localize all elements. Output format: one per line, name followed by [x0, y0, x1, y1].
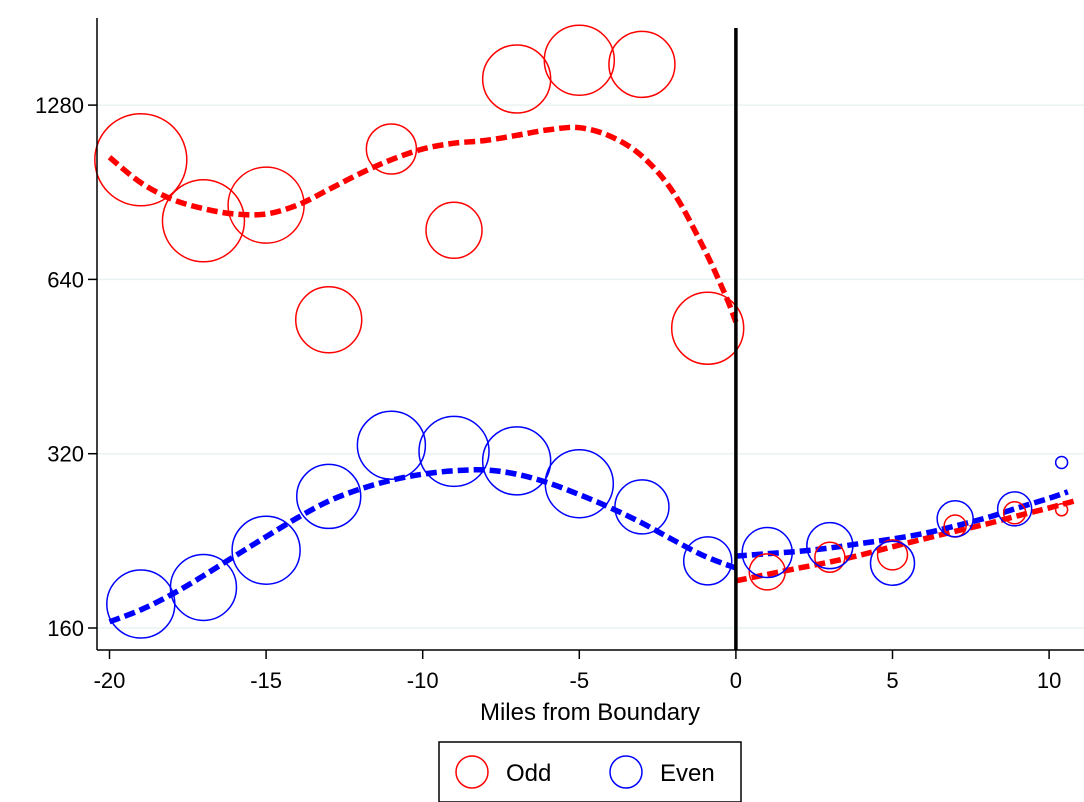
legend-odd-marker	[455, 755, 489, 789]
legend-box	[438, 741, 742, 802]
y-tick-label: 640	[47, 267, 84, 292]
odd-point	[608, 30, 676, 99]
even-points	[106, 410, 1069, 639]
legend-even-marker	[609, 755, 643, 789]
even-fit-curves	[108, 466, 1069, 625]
odd-point	[814, 541, 846, 573]
x-tick-label: 5	[886, 668, 898, 693]
x-tick-label: 10	[1037, 668, 1061, 693]
y-tick-label: 320	[47, 442, 84, 467]
odd-point	[227, 166, 305, 244]
legend-odd-label: Odd	[506, 760, 551, 787]
odd-point	[365, 123, 418, 175]
even-point	[936, 500, 974, 538]
even-point	[1054, 455, 1069, 470]
y-tick-label: 1280	[35, 93, 84, 118]
odd-point	[1002, 501, 1027, 525]
odd-point	[748, 553, 786, 591]
x-tick-label: 0	[730, 668, 742, 693]
odd-point	[876, 539, 909, 571]
even-fit-left	[108, 466, 737, 625]
odd-point	[161, 179, 246, 263]
even-point	[682, 536, 733, 586]
x-tick-label: -10	[407, 668, 439, 693]
odd-fit-left	[107, 124, 739, 324]
even-point	[418, 415, 490, 488]
x-tick-label: -20	[94, 668, 126, 693]
odd-point	[94, 112, 188, 207]
x-axis-title: Miles from Boundary	[480, 699, 700, 726]
odd-point	[1054, 503, 1069, 517]
odd-point	[670, 291, 745, 366]
even-point	[996, 491, 1033, 527]
odd-point	[294, 286, 363, 354]
legend-even-label: Even	[660, 760, 715, 787]
legend: Odd Even	[438, 741, 742, 802]
x-tick-label: -15	[250, 668, 282, 693]
odd-point	[425, 201, 483, 260]
x-tick-label: -5	[570, 668, 590, 693]
even-point	[356, 410, 427, 480]
even-point	[806, 521, 854, 570]
axes: 160 320 640 1280 -20 -15 -10 -5 0 5 10	[35, 18, 1084, 693]
even-point	[869, 540, 916, 586]
even-point	[741, 526, 793, 579]
even-point	[169, 553, 238, 622]
grid-lines	[97, 104, 1084, 629]
odd-fit-right	[735, 498, 1075, 584]
even-point	[481, 426, 552, 496]
odd-fit-curves	[107, 124, 1075, 584]
odd-point	[481, 44, 552, 114]
odd-point	[543, 24, 616, 96]
y-tick-label: 160	[47, 616, 84, 641]
even-fit-right	[735, 489, 1069, 559]
even-point	[295, 463, 362, 530]
even-point	[544, 448, 615, 519]
even-point	[614, 479, 670, 535]
odd-points	[94, 24, 1069, 591]
even-point	[231, 515, 301, 585]
